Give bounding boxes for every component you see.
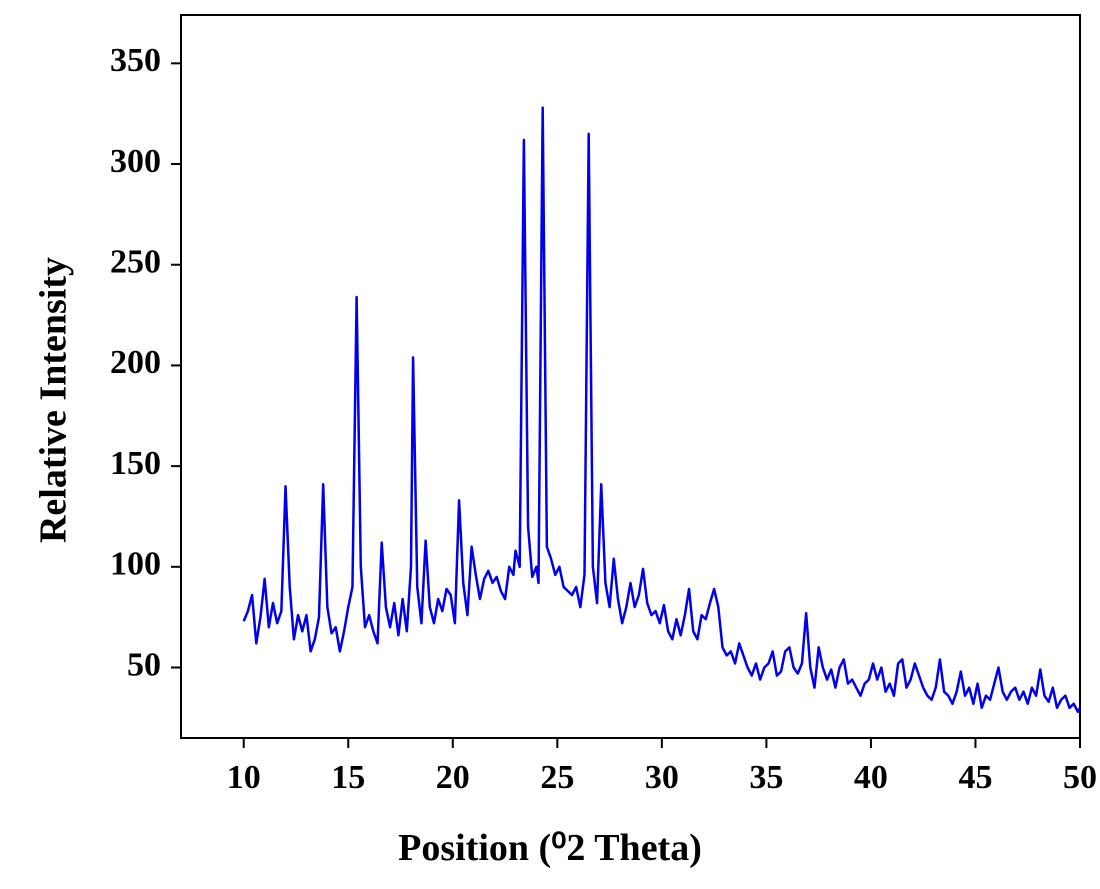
x-tick-label: 15 [331, 759, 365, 796]
y-tick-label: 200 [110, 344, 161, 381]
x-tick-label: 25 [540, 759, 574, 796]
y-tick-label: 150 [110, 445, 161, 482]
y-tick-label: 100 [110, 546, 161, 583]
y-tick-label: 250 [110, 244, 161, 281]
y-axis-label: Relative Intensity [33, 257, 75, 543]
x-tick-label: 45 [958, 759, 992, 796]
x-tick-label: 10 [227, 759, 261, 796]
x-tick-label: 35 [749, 759, 783, 796]
x-tick-label: 50 [1063, 759, 1097, 796]
y-tick-label: 50 [127, 646, 161, 683]
x-tick-label: 20 [436, 759, 470, 796]
data-line [242, 106, 1082, 714]
x-tick-label: 30 [645, 759, 679, 796]
y-tick-label: 350 [110, 42, 161, 79]
x-axis-label: Position (⁰2 Theta) [398, 827, 702, 869]
x-tick-label: 40 [854, 759, 888, 796]
y-tick-label: 300 [110, 143, 161, 180]
plot-frame [180, 14, 1081, 739]
